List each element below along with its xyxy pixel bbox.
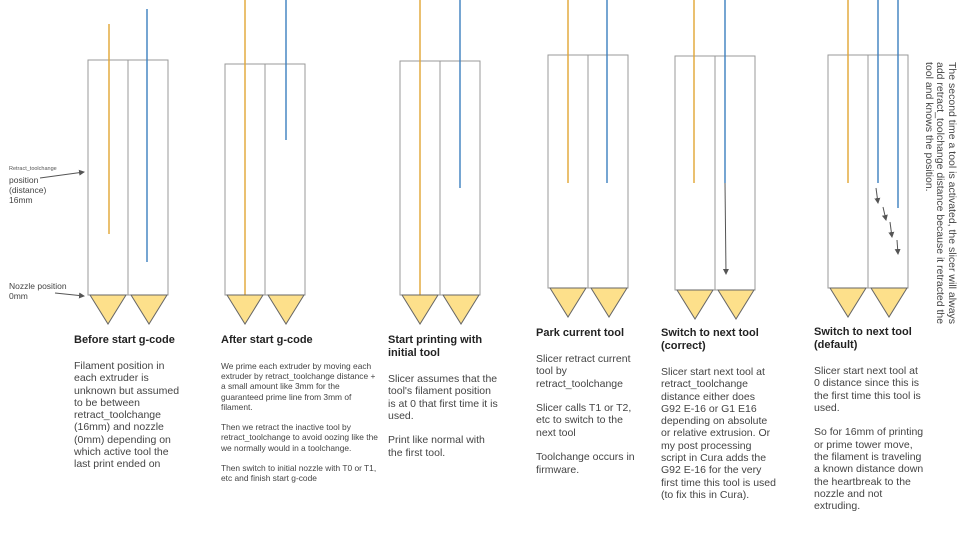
side-note: The second time a tool is activated, the… <box>923 62 958 325</box>
step-2-title: After start g-code <box>221 334 313 346</box>
step-1-description: Filament position in each extruder is un… <box>74 360 180 471</box>
nozzle-position-label: Nozzle position 0mm <box>9 281 67 301</box>
step-4-title: Park current tool <box>536 327 625 339</box>
step-6-description: Slicer start next tool at 0 distance sin… <box>814 365 924 513</box>
nozzle-right <box>870 287 908 318</box>
nozzle-right <box>267 294 305 325</box>
extruder-left-body <box>87 59 129 296</box>
step-3-description: Slicer assumes that the tool's filament … <box>388 373 498 459</box>
nozzle-right <box>717 289 755 320</box>
step-1-title: Before start g-code <box>74 334 175 346</box>
advance-arrow <box>722 182 729 275</box>
nozzle-pointer-arrow <box>54 292 85 299</box>
nozzle-left <box>226 294 264 325</box>
travel-arrow-4 <box>894 239 901 255</box>
panel-1-extruders <box>39 9 169 325</box>
panel-6-extruders <box>827 0 909 318</box>
extruder-right-body <box>867 54 909 289</box>
panel-2-extruders <box>224 0 306 325</box>
nozzle-left <box>89 294 127 325</box>
nozzle-left <box>676 289 714 320</box>
nozzle-left <box>401 294 439 325</box>
retract-toolchange-label: Retract_toolchange <box>9 166 57 172</box>
panel-4-extruders <box>547 0 629 318</box>
extruder-right-body <box>714 55 756 291</box>
extruder-right-body <box>127 59 169 296</box>
retract-pointer-arrow <box>39 169 85 179</box>
extruder-left-body <box>674 55 716 291</box>
step-5-title: Switch to next tool (correct) <box>661 327 759 352</box>
step-3-title: Start printing with initial tool <box>388 334 483 359</box>
nozzle-left <box>549 287 587 318</box>
nozzle-right <box>442 294 480 325</box>
panel-5-extruders <box>674 0 756 320</box>
step-6-title: Switch to next tool (default) <box>814 326 912 351</box>
travel-arrow-2 <box>881 206 888 221</box>
nozzle-right <box>130 294 168 325</box>
travel-arrow-1 <box>874 187 881 204</box>
extruder-right-body <box>264 63 306 296</box>
travel-arrow-3 <box>888 221 895 238</box>
step-5-description: Slicer start next tool at retract_toolch… <box>661 366 776 501</box>
nozzle-left <box>829 287 867 318</box>
step-2-description: We prime each extruder by moving each ex… <box>221 361 378 484</box>
panel-3-extruders <box>399 0 481 325</box>
retract-position-label: position (distance) 16mm <box>9 175 47 205</box>
nozzle-right <box>590 287 628 318</box>
side-note-container: The second time a tool is activated, the… <box>913 62 958 332</box>
extruder-right-body <box>587 54 629 289</box>
step-4-description: Slicer retract current tool by retract_t… <box>536 353 635 476</box>
